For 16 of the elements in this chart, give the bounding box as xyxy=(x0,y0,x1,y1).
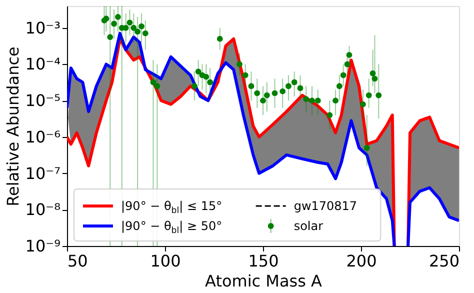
y-tick-label: 10⁻⁷ xyxy=(25,164,60,183)
legend-label: gw170817 xyxy=(294,199,358,213)
x-tick-label: 50 xyxy=(68,252,88,270)
x-axis-title: Atomic Mass A xyxy=(205,272,322,290)
y-tick-label: 10⁻³ xyxy=(25,18,60,38)
x-tick-label: 200 xyxy=(346,252,377,270)
y-tick-label: 10⁻⁸ xyxy=(25,200,60,220)
y-tick-label: 10⁻⁴ xyxy=(25,54,60,74)
x-tick-label: 150 xyxy=(248,252,279,270)
x-tick-label: 250 xyxy=(428,252,460,270)
y-axis-title: Relative Abundance xyxy=(3,46,22,206)
x-tick-label: 100 xyxy=(150,252,181,270)
y-tick-label: 10⁻⁶ xyxy=(25,127,60,146)
y-tick-label: 10⁻⁵ xyxy=(25,91,60,110)
y-tick-label: 10⁻⁹ xyxy=(25,236,60,256)
legend-label: solar xyxy=(294,219,324,233)
